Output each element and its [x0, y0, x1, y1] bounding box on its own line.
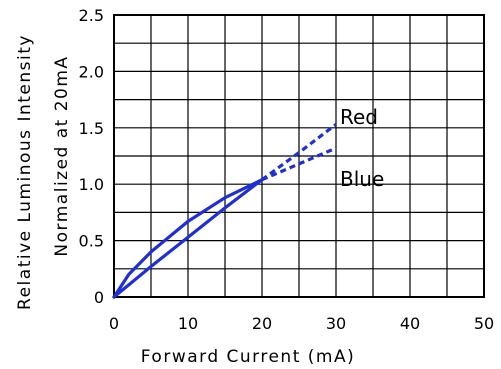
- y-tick-label: 0.5: [79, 232, 104, 251]
- x-tick-label: 50: [474, 314, 494, 333]
- series-line-blue-extrapolated: [261, 146, 337, 182]
- plot-frame: [113, 14, 485, 298]
- x-axis-title: Forward Current (mA): [141, 347, 355, 367]
- series-line-red-extrapolated: [261, 123, 337, 181]
- y-tick-label: 2.5: [79, 6, 104, 25]
- series-label-red: Red: [340, 105, 378, 129]
- series-layer: [112, 123, 337, 299]
- series-label-blue: Blue: [340, 167, 384, 191]
- series-line-blue: [112, 178, 264, 299]
- grid: [114, 15, 484, 297]
- series-line-red: [112, 178, 264, 299]
- x-tick-label: 30: [326, 314, 346, 333]
- x-tick-labels: 0 10 20 30 40 50: [109, 314, 494, 333]
- y-tick-label: 2.0: [79, 62, 104, 81]
- y-tick-label: 0: [94, 288, 104, 307]
- x-tick-label: 10: [178, 314, 198, 333]
- x-tick-label: 0: [109, 314, 119, 333]
- x-tick-label: 20: [252, 314, 272, 333]
- y-tick-labels: 0 0.5 1.0 1.5 2.0 2.5: [79, 6, 104, 307]
- y-axis-title-line1: Relative Luminous Intensity: [15, 34, 35, 310]
- x-tick-label: 40: [400, 314, 420, 333]
- y-axis-title-line2: Normalized at 20mA: [52, 55, 72, 256]
- y-tick-label: 1.0: [79, 175, 104, 194]
- y-tick-label: 1.5: [79, 119, 104, 138]
